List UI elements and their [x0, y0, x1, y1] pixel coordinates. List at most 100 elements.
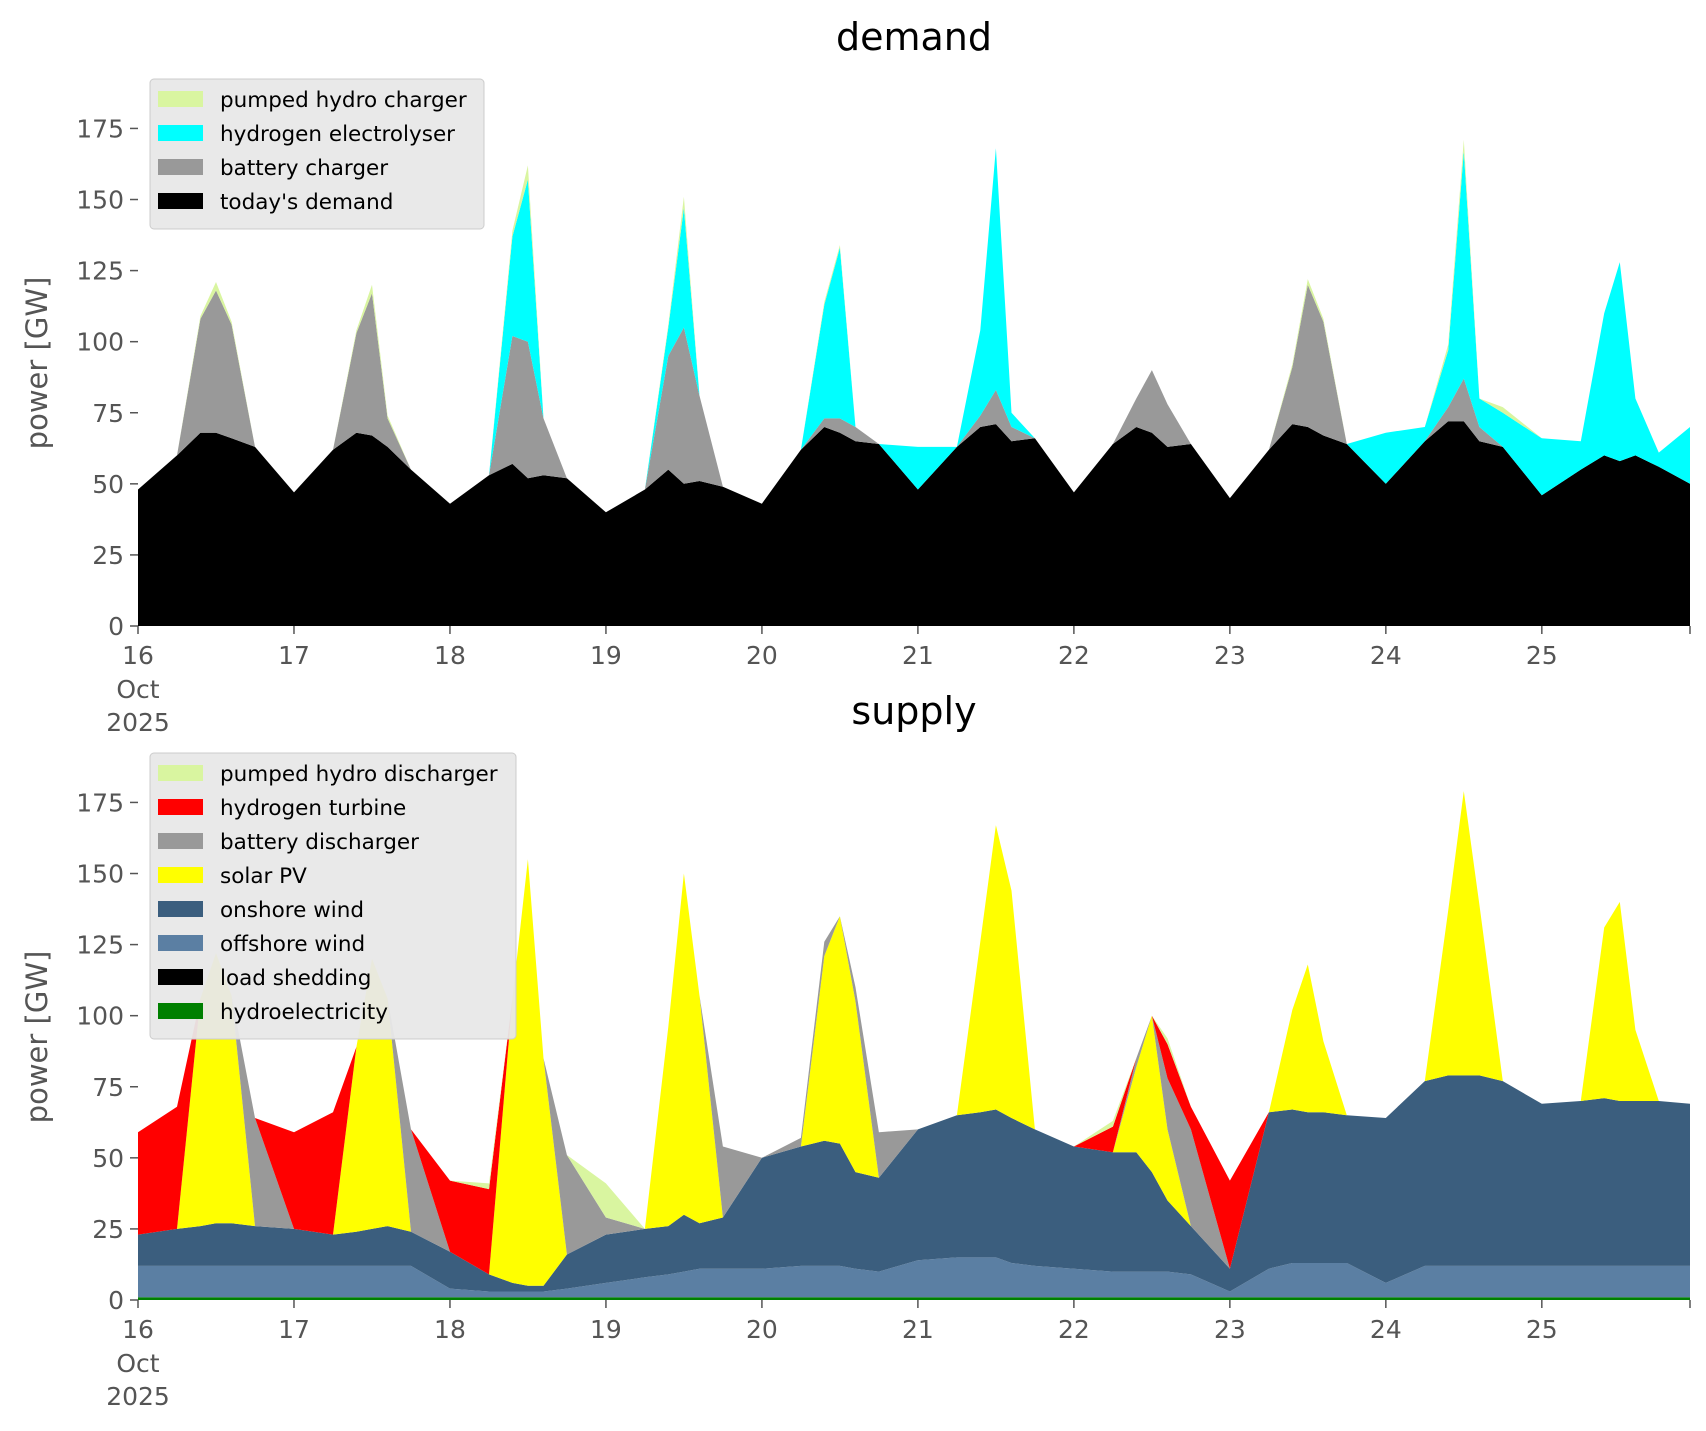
x-tick-label: 19 — [590, 1315, 622, 1344]
y-axis: 0 25 50 75 100 125 150 175 power [GW] — [20, 114, 138, 641]
y-tick-label: 75 — [92, 1073, 124, 1102]
legend-label: battery charger — [220, 156, 388, 181]
legend-label: today's demand — [220, 190, 393, 215]
y-tick-label: 100 — [76, 328, 124, 357]
y-tick-label: 100 — [76, 1002, 124, 1031]
legend-swatch — [158, 1003, 203, 1019]
y-tick-label: 50 — [92, 470, 124, 499]
x-tick-label: 22 — [1058, 641, 1090, 670]
y-tick-label: 0 — [108, 612, 124, 641]
legend-item: hydrogen electrolyser — [158, 122, 455, 147]
legend-box — [149, 752, 517, 1040]
chart-title: supply — [851, 689, 976, 733]
x-date-label: Oct — [116, 1349, 159, 1378]
area-offshore-wind — [138, 1257, 1690, 1298]
x-tick-label: 16 — [122, 641, 154, 670]
legend-item: battery discharger — [158, 830, 419, 855]
x-tick-label: 20 — [746, 1315, 778, 1344]
x-date-label: 2025 — [106, 1382, 170, 1411]
x-tick-label: 22 — [1058, 1315, 1090, 1344]
x-tick-label: 25 — [1526, 641, 1558, 670]
legend-label: onshore wind — [220, 898, 364, 923]
legend: pumped hydro discharger hydrogen turbine b… — [149, 752, 517, 1040]
legend-label: pumped hydro charger — [220, 88, 467, 113]
x-axis: 16 17 18 19 20 21 22 23 24 25 Oct 2025 — [106, 626, 1691, 737]
y-tick-label: 175 — [76, 788, 124, 817]
legend-label: battery discharger — [220, 830, 419, 855]
y-tick-label: 75 — [92, 399, 124, 428]
legend-item: offshore wind — [158, 932, 365, 957]
x-tick-label: 16 — [122, 1315, 154, 1344]
y-axis-label: power [GW] — [20, 951, 54, 1124]
x-date-label: 2025 — [106, 708, 170, 737]
legend-swatch — [158, 159, 203, 175]
y-tick-label: 25 — [92, 1215, 124, 1244]
legend-label: load shedding — [220, 966, 371, 991]
x-tick-label: 20 — [746, 641, 778, 670]
legend-item: pumped hydro charger — [158, 88, 467, 113]
area-solar-pv — [138, 791, 1690, 1286]
y-tick-label: 175 — [76, 114, 124, 143]
legend-label: solar PV — [220, 864, 307, 889]
legend-swatch — [158, 91, 203, 107]
legend-label: offshore wind — [220, 932, 365, 957]
legend-item: solar PV — [158, 864, 307, 889]
x-tick-label: 17 — [278, 641, 310, 670]
x-tick-label: 23 — [1214, 641, 1246, 670]
y-tick-label: 125 — [76, 257, 124, 286]
legend-swatch — [158, 125, 203, 141]
x-tick-label: 21 — [902, 641, 934, 670]
legend-item: load shedding — [158, 966, 371, 991]
legend-box — [149, 78, 485, 230]
legend-swatch — [158, 935, 203, 951]
area-hydroelectricity — [138, 1297, 1690, 1300]
x-tick-label: 21 — [902, 1315, 934, 1344]
x-axis: 16 17 18 19 20 21 22 23 24 25 Oct 2025 — [106, 1300, 1691, 1411]
legend-label: hydrogen electrolyser — [220, 122, 455, 147]
legend-swatch — [158, 867, 203, 883]
y-tick-label: 50 — [92, 1144, 124, 1173]
x-tick-label: 24 — [1370, 1315, 1402, 1344]
legend-item: onshore wind — [158, 898, 364, 923]
legend-swatch — [158, 193, 203, 209]
x-tick-label: 18 — [434, 1315, 466, 1344]
area-battery-charger — [138, 284, 1690, 513]
area-today-s-demand — [138, 421, 1690, 626]
y-tick-label: 25 — [92, 541, 124, 570]
legend-item: pumped hydro discharger — [158, 762, 498, 787]
legend: pumped hydro charger hydrogen electrolyse… — [149, 78, 485, 230]
y-axis: 0 25 50 75 100 125 150 175 power [GW] — [20, 788, 138, 1315]
area-hydrogen-electrolyser — [138, 148, 1690, 513]
legend-label: hydrogen turbine — [220, 796, 406, 821]
x-tick-label: 19 — [590, 641, 622, 670]
legend-item: hydrogen turbine — [158, 796, 406, 821]
x-tick-label: 18 — [434, 641, 466, 670]
legend-swatch — [158, 799, 203, 815]
legend-swatch — [158, 969, 203, 985]
legend-swatch — [158, 901, 203, 917]
y-tick-label: 150 — [76, 860, 124, 889]
y-axis-label: power [GW] — [20, 277, 54, 450]
area-hydrogen-turbine — [138, 791, 1690, 1275]
x-tick-label: 23 — [1214, 1315, 1246, 1344]
legend-label: pumped hydro discharger — [220, 762, 498, 787]
legend-label: hydroelectricity — [220, 1000, 388, 1025]
x-tick-label: 24 — [1370, 641, 1402, 670]
area-onshore-wind — [138, 1075, 1690, 1292]
legend-swatch — [158, 833, 203, 849]
y-tick-label: 125 — [76, 931, 124, 960]
y-tick-label: 150 — [76, 186, 124, 215]
x-date-label: Oct — [116, 675, 159, 704]
x-tick-label: 17 — [278, 1315, 310, 1344]
y-tick-label: 0 — [108, 1286, 124, 1315]
chart-title: demand — [836, 15, 992, 59]
x-tick-label: 25 — [1526, 1315, 1558, 1344]
legend-swatch — [158, 765, 203, 781]
legend-item: battery charger — [158, 156, 388, 181]
legend-item: hydroelectricity — [158, 1000, 388, 1025]
legend-item: today's demand — [158, 190, 393, 215]
